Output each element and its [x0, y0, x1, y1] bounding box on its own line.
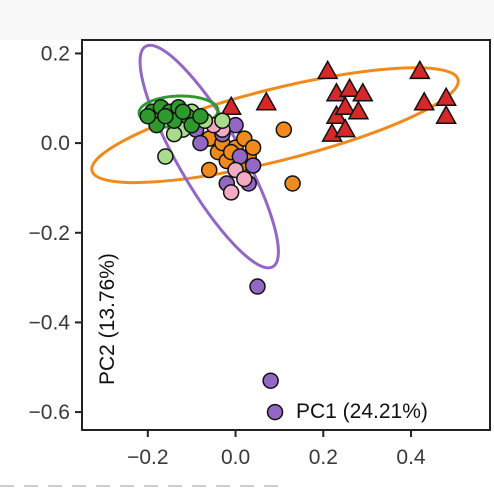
triangle-point-red [334, 95, 357, 115]
circle-point-pink [236, 170, 253, 188]
triangle-point-red [316, 59, 339, 80]
confidence-ellipses [90, 43, 460, 270]
data-points [139, 59, 457, 421]
y-tick-label: 0.2 [41, 42, 70, 65]
circle-point-orange [284, 175, 301, 192]
triangle-point-red [347, 100, 370, 120]
triangle-point-red [255, 91, 278, 111]
triangle-point-red [413, 91, 435, 111]
x-tick-label: 0.0 [221, 446, 250, 469]
axis-ticks: −0.2 0.0 0.2 0.4 0.2 0.0 −0.2 −0.4 −0.6 [29, 42, 426, 469]
circle-point-purple [266, 403, 284, 421]
circle-point-purple [244, 157, 262, 174]
circle-point-orange [275, 121, 293, 138]
triangle-point-red [351, 82, 374, 102]
circle-point-light_green [214, 112, 231, 129]
triangle-point-red [409, 59, 431, 80]
y-tick-label: 0.0 [41, 132, 70, 155]
circle-point-orange [200, 161, 218, 179]
circle-point-purple [249, 278, 266, 295]
y-tick-label: −0.4 [29, 311, 71, 334]
circle-point-green [157, 107, 174, 125]
circle-point-purple [192, 134, 209, 152]
triangle-point-red [435, 104, 457, 124]
y-tick-label: −0.2 [29, 222, 70, 245]
circle-point-light_green [157, 148, 174, 165]
ellipse-ellipse_purple [138, 43, 280, 270]
triangle-point-red [338, 77, 361, 98]
ellipse-ellipse_orange [90, 66, 460, 185]
y-tick-label: −0.6 [29, 401, 70, 424]
circle-point-green [192, 107, 209, 125]
y-axis-label: PC2 (13.76%) [96, 253, 119, 385]
circle-point-pink [222, 184, 240, 201]
x-tick-label: 0.4 [396, 446, 426, 469]
top-fade-band [0, 0, 494, 40]
x-tick-label: −0.2 [127, 446, 168, 469]
triangle-point-red [220, 95, 242, 115]
triangle-point-red [334, 118, 357, 138]
circle-point-green [139, 107, 157, 125]
circle-point-green [174, 103, 192, 120]
x-tick-label: 0.2 [309, 446, 338, 469]
x-axis-label: PC1 (24.21%) [296, 400, 428, 423]
circle-point-orange [244, 139, 262, 156]
plot-frame [81, 39, 491, 431]
circle-point-purple [262, 372, 279, 389]
